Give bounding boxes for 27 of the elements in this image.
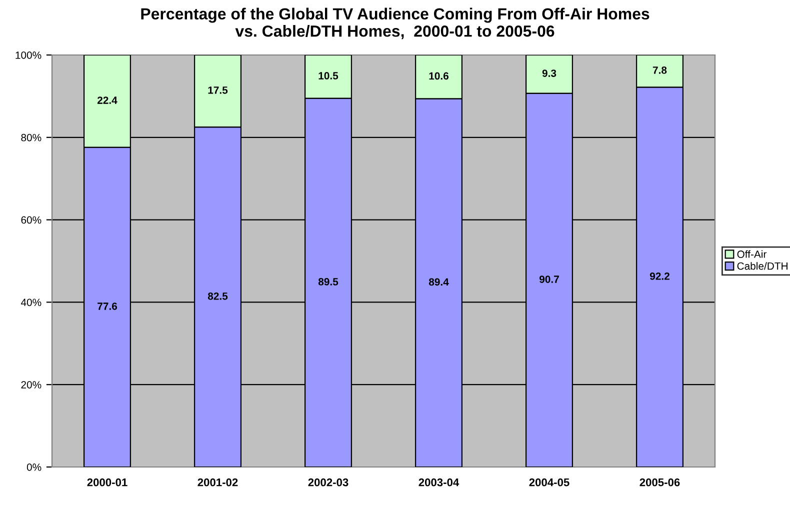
y-tick-label: 60% xyxy=(21,216,42,224)
chart-title: Percentage of the Global TV Audience Coming From Off-Air Homes vs. Cable/DTH Homes, 2000-01 to 2005-06 xyxy=(141,8,650,40)
x-tick-label: 2000-01 xyxy=(87,478,128,486)
x-tick-label: 2002-03 xyxy=(308,478,348,486)
x-tick-label: 2003-04 xyxy=(418,478,460,486)
y-tick-label: 0% xyxy=(26,464,42,471)
data-label: 92.2 xyxy=(650,272,670,280)
data-label: 10.5 xyxy=(318,72,338,80)
data-label: 90.7 xyxy=(539,276,559,283)
data-label: 10.6 xyxy=(429,72,449,80)
x-tick-label: 2005-06 xyxy=(640,478,680,486)
data-label: 9.3 xyxy=(542,70,556,77)
data-label: 77.6 xyxy=(98,302,118,310)
data-label: 17.5 xyxy=(208,86,228,94)
y-tick-label: 80% xyxy=(21,134,42,142)
x-tick-label: 2004-05 xyxy=(529,478,570,486)
data-label: 89.5 xyxy=(318,278,338,286)
y-tick-label: 20% xyxy=(21,381,42,388)
y-tick-label: 40% xyxy=(20,298,42,306)
data-label: 82.5 xyxy=(208,292,228,300)
x-tick-label: 2001-02 xyxy=(198,478,238,486)
y-tick-label: 100% xyxy=(16,52,42,59)
data-label: 22.4 xyxy=(97,96,118,104)
legend-label: Cable/DTH xyxy=(737,262,788,270)
legend-label: Off-Air xyxy=(737,250,767,258)
data-label: 7.8 xyxy=(652,66,667,74)
data-label: 89.4 xyxy=(428,278,449,286)
